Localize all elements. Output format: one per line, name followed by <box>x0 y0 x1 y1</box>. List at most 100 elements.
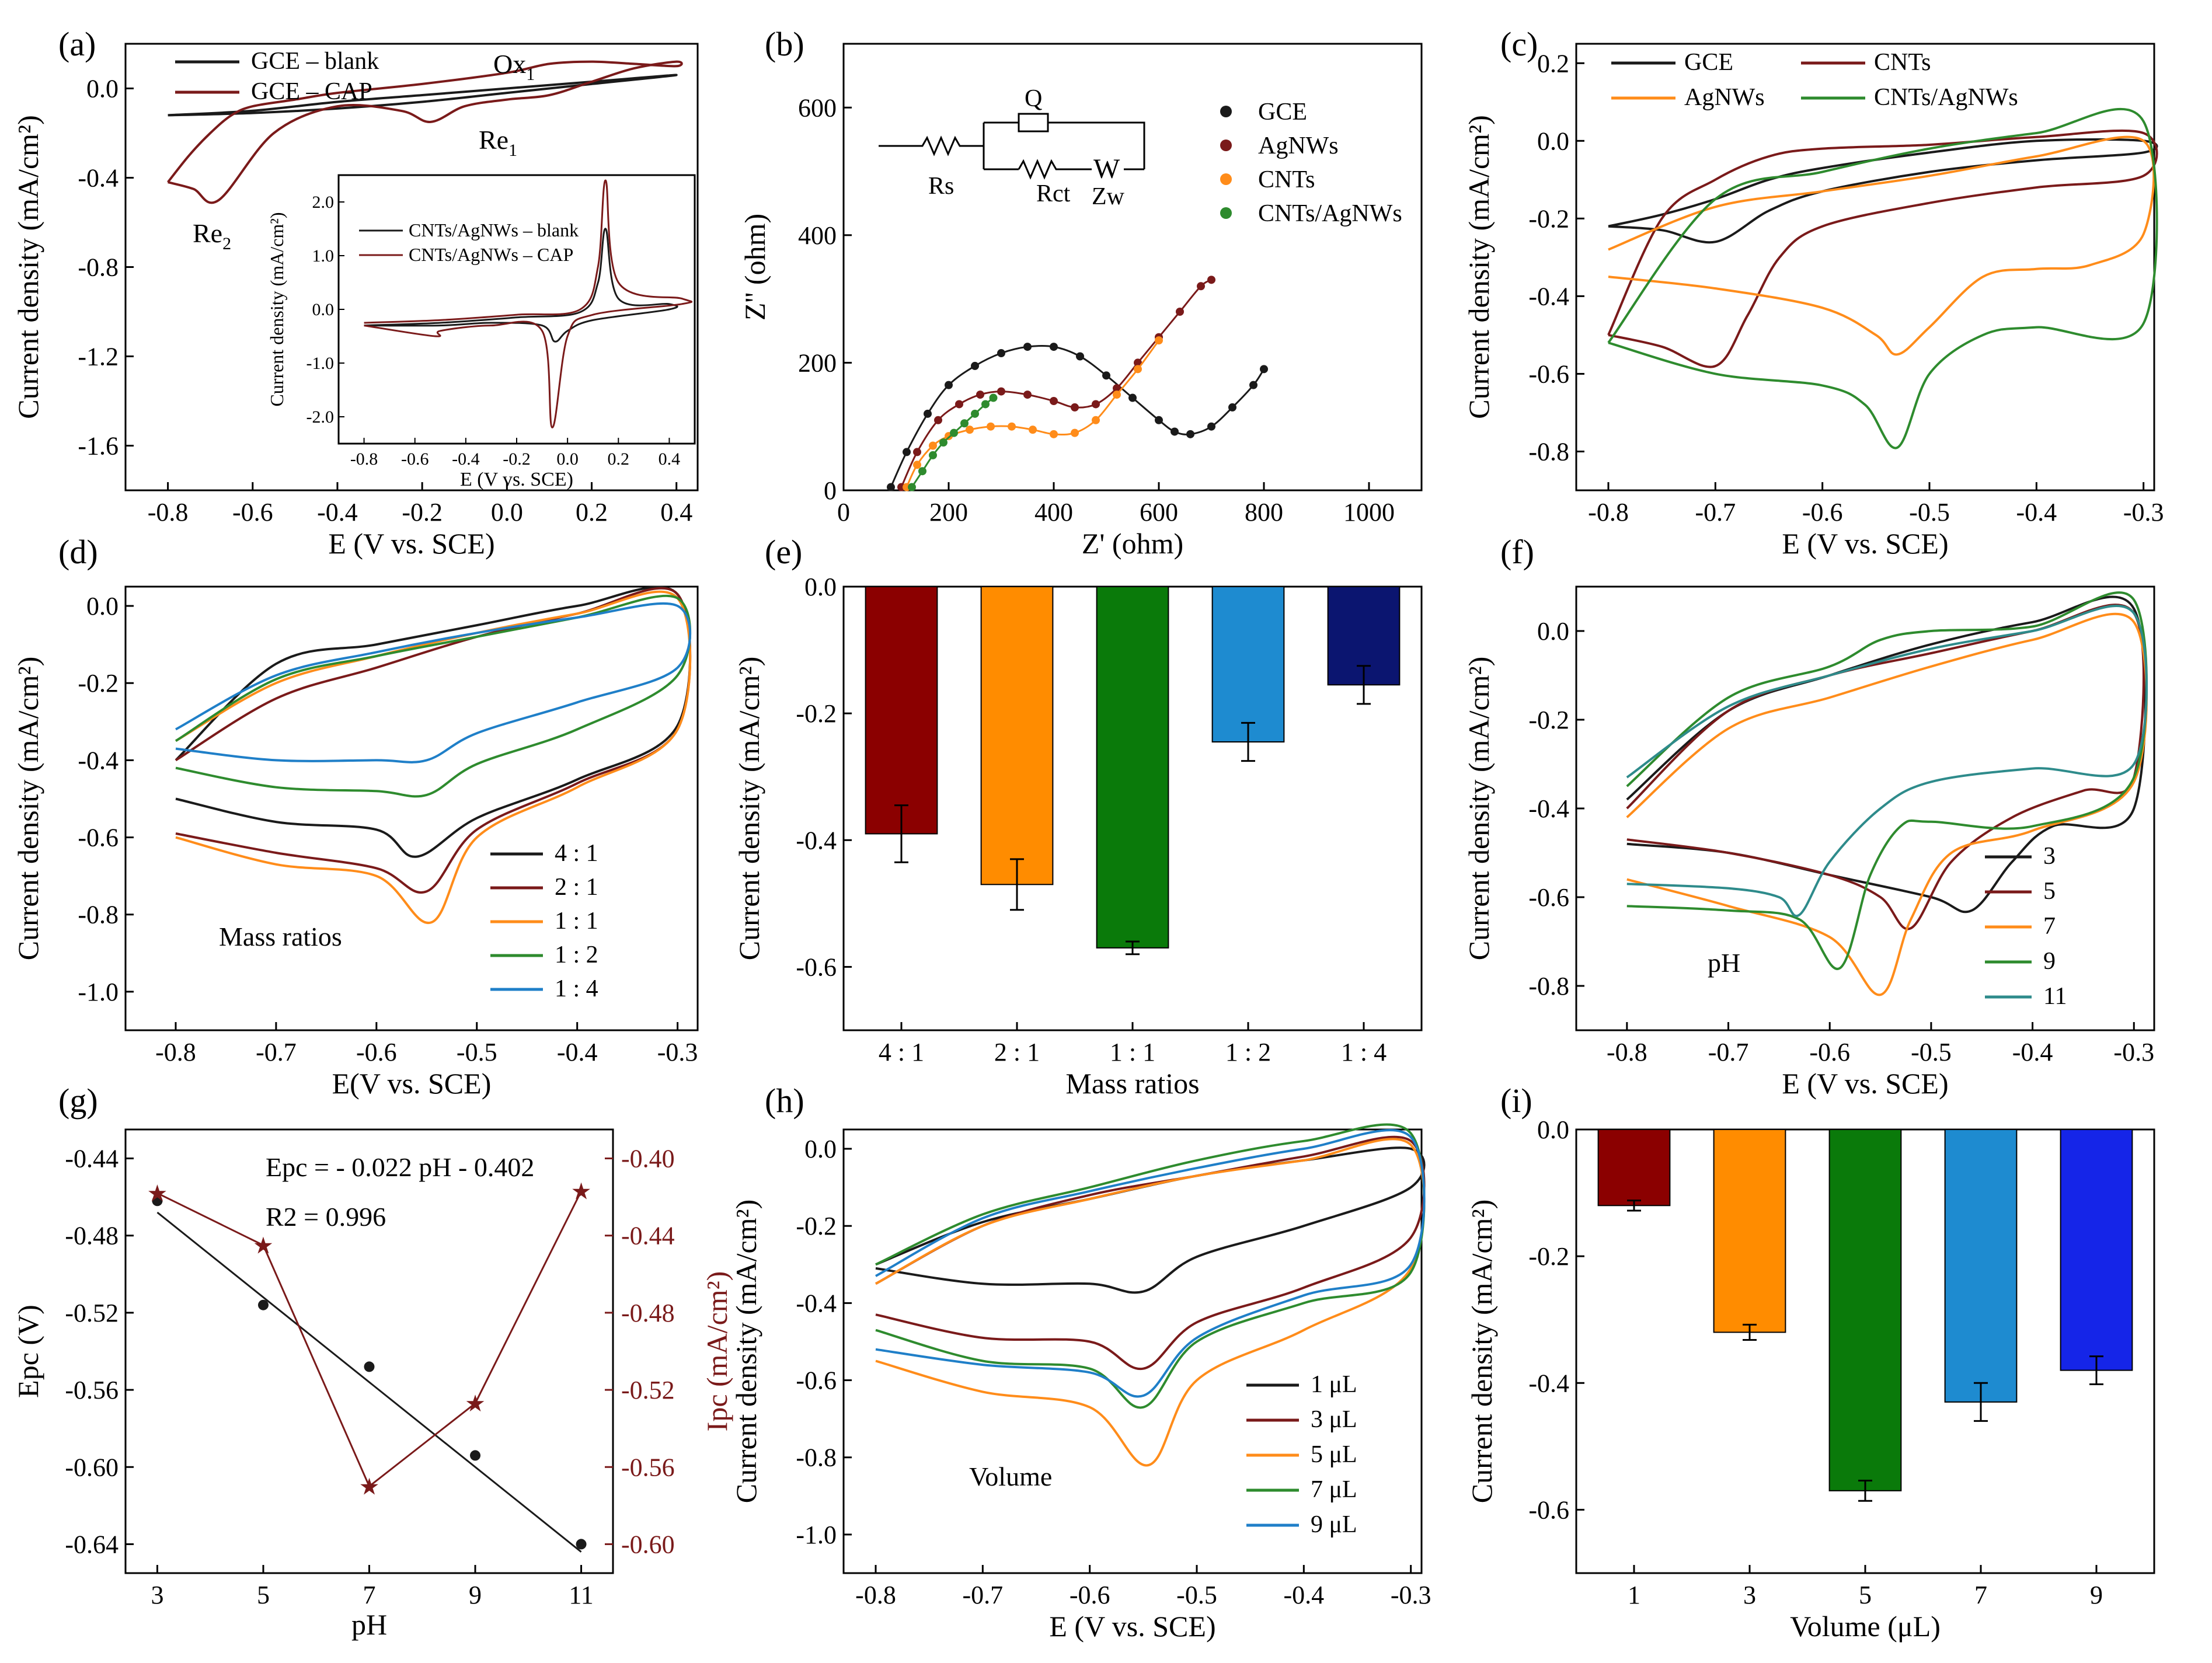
data-point-cnts <box>966 426 974 434</box>
legend-label-5: 5 <box>2043 878 2056 905</box>
inset-background <box>339 175 695 444</box>
data-point-cnts-agnws <box>981 400 990 409</box>
panel-letter: (d) <box>58 533 98 571</box>
legend-label-11: 11 <box>2043 983 2067 1010</box>
data-point-gce <box>1260 365 1268 374</box>
panel-d: -0.8 -0.7 -0.6 -0.5 -0.4 -0.3 0.0 -0.2 -0.4 -0.6 -… <box>12 585 699 1100</box>
data-point-cnts <box>1155 336 1163 345</box>
x-tick-label: -0.8 <box>1588 498 1629 527</box>
data-point-agnws <box>997 387 1005 396</box>
legend-label-1-2: 1 : 2 <box>555 942 598 968</box>
legend-label-2-1: 2 : 1 <box>555 874 598 901</box>
y-tick-label: -1.0 <box>78 978 119 1006</box>
data-point-agnws <box>976 391 984 399</box>
x-tick-label: 600 <box>1140 498 1178 527</box>
x-tick-label: -0.5 <box>1909 498 1950 527</box>
circuit-label-rs: Rs <box>928 173 954 200</box>
x-tick-label: -0.7 <box>1695 498 1736 527</box>
legend-label-gce: GCE <box>1258 99 1307 125</box>
data-point-gce <box>1102 371 1110 380</box>
data-point-cnts-agnws <box>939 438 947 447</box>
data-point-cnts <box>1071 428 1079 437</box>
y-tick-label: 0.0 <box>1537 127 1569 155</box>
y-tick-label: -0.4 <box>796 1289 837 1317</box>
x-tick-label: -0.4 <box>2012 1038 2053 1066</box>
panel-letter: (g) <box>58 1082 98 1120</box>
y-tick-label: 0.0 <box>86 592 119 620</box>
y-axis-label: Epc (V) <box>12 1305 44 1398</box>
bar-1-2 <box>1211 586 1285 742</box>
legend-label-cnts: CNTs <box>1874 49 1931 76</box>
y-right-axis-label: Ipc (mA/cm²) <box>701 1271 733 1432</box>
y-tick-label: -0.6 <box>1528 883 1569 912</box>
y-tick-label: 0.2 <box>1537 49 1569 78</box>
data-point-gce <box>887 483 895 491</box>
bar-3 <box>1713 1129 1786 1333</box>
resistor-rs-symbol <box>879 135 984 156</box>
circuit-label-zw: Zw <box>1092 183 1125 210</box>
series-line-7 <box>1626 612 2148 996</box>
panel-letter: (f) <box>1500 533 1534 571</box>
legend-marker <box>1220 207 1232 219</box>
x-tick-label: 5 <box>1859 1581 1872 1609</box>
legend-label-1-l: 1 μL <box>1311 1371 1357 1398</box>
y-tick-label: -0.4 <box>1528 794 1569 823</box>
series-line-9 <box>1626 591 2148 970</box>
panel-letter: (b) <box>765 25 804 63</box>
legend-marker <box>1220 173 1232 185</box>
data-point-agnws <box>1023 391 1032 399</box>
y-right-tick-label: -0.56 <box>621 1453 675 1481</box>
x-tick-label: -0.2 <box>402 498 443 527</box>
annotation-ox1: Ox1 <box>493 49 535 84</box>
data-point-cnts <box>1050 430 1058 438</box>
series-line-3 <box>1626 595 2147 914</box>
x-tick-label: 0.2 <box>576 498 608 527</box>
series-line-5-l <box>875 1138 1426 1467</box>
y-tick-label: -0.2 <box>796 1212 837 1240</box>
data-point-gce <box>997 349 1005 358</box>
data-point-gce <box>903 448 911 456</box>
bar-7 <box>1944 1129 2018 1403</box>
x-tick-label: -0.5 <box>1911 1038 1952 1066</box>
plot-frame <box>124 585 699 1031</box>
y-axis-label: Current density (mA/cm²) <box>12 115 44 419</box>
inset-x-axis-label: E (V vs. SCE) <box>460 469 573 490</box>
legend-marker <box>1220 140 1232 151</box>
x-tick-label: -0.3 <box>2123 498 2164 527</box>
y-tick-label: -0.6 <box>1528 1495 1569 1524</box>
x-tick-label: -0.3 <box>1391 1581 1431 1609</box>
panel-f: -0.8 -0.7 -0.6 -0.5 -0.4 -0.3 0.0 -0.2 -0.4 -0.6 -… <box>1462 585 2155 1100</box>
y-tick-label: -0.52 <box>65 1299 119 1327</box>
legend-title: Mass ratios <box>219 922 342 951</box>
inset-x-tick-label: 0.0 <box>556 449 579 469</box>
epc-point <box>364 1361 375 1372</box>
plot-frame <box>124 1128 614 1574</box>
y-tick-label: -0.2 <box>1528 706 1569 734</box>
series-line-11 <box>1626 605 2148 918</box>
circuit-wires <box>983 121 1145 180</box>
panel-letter: (c) <box>1500 25 1538 63</box>
inset-legend-cnts-agnws-cap: CNTs/AgNWs – CAP <box>409 244 573 265</box>
inset-x-tick-label: -0.2 <box>503 449 531 469</box>
data-point-agnws <box>913 448 921 456</box>
ipc-star-marker: ★ <box>359 1473 380 1500</box>
legend-label-1-1: 1 : 1 <box>555 908 598 935</box>
series-line-cnts-agnws <box>1607 108 2158 449</box>
panel-g: 3 5 7 9 11 -0.44 -0.48 -0.52 -0.56 -0.60 -0.64 -0.4… <box>12 1128 733 1641</box>
inset-x-tick-label: -0.8 <box>350 449 378 469</box>
panel-e: 0.0 -0.2 -0.4 -0.6 4 : 1 2 : 1 1 : 1 1 : 2 1 : 4… <box>733 573 1423 1100</box>
x-tick-label: -0.3 <box>2113 1038 2154 1066</box>
y-tick-label: 0.0 <box>86 75 119 103</box>
x-tick-label: -0.6 <box>1802 498 1843 527</box>
data-point-gce <box>1155 416 1163 424</box>
legend-label-7-l: 7 μL <box>1311 1476 1357 1503</box>
data-point-agnws <box>1113 384 1121 393</box>
y-right-tick-label: -0.48 <box>621 1299 675 1327</box>
panel-h: -0.8 -0.7 -0.6 -0.5 -0.4 -0.3 0.0 -0.2 -0.4 -0.6 -… <box>730 1123 1431 1643</box>
y-tick-label: -0.60 <box>65 1453 119 1481</box>
y-tick-label: -1.0 <box>796 1521 837 1549</box>
data-point-gce <box>945 381 953 389</box>
legend-label-gce: GCE <box>1684 49 1733 76</box>
legend-label-agnws: AgNWs <box>1258 133 1339 159</box>
data-point-agnws <box>1134 358 1142 367</box>
